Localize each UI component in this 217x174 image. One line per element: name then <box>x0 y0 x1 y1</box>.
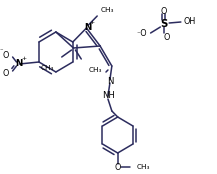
Text: CH₃: CH₃ <box>100 7 114 13</box>
Text: S: S <box>161 19 168 29</box>
Text: CH₃: CH₃ <box>89 67 103 73</box>
Text: N: N <box>84 23 91 33</box>
Text: N: N <box>107 77 113 85</box>
Text: N: N <box>15 60 22 69</box>
Text: CH₃: CH₃ <box>136 164 150 170</box>
Text: O: O <box>115 163 121 172</box>
Text: O: O <box>3 50 9 60</box>
Text: O: O <box>163 33 169 42</box>
Text: ⁻O: ⁻O <box>136 30 147 38</box>
Text: OH: OH <box>184 17 196 26</box>
Text: O: O <box>160 6 166 15</box>
Text: NH: NH <box>103 92 115 101</box>
Text: CH₃: CH₃ <box>40 65 54 71</box>
Text: ⁻: ⁻ <box>0 48 3 54</box>
Text: O: O <box>3 69 9 77</box>
Text: +: + <box>90 21 95 26</box>
Text: +: + <box>22 57 27 61</box>
